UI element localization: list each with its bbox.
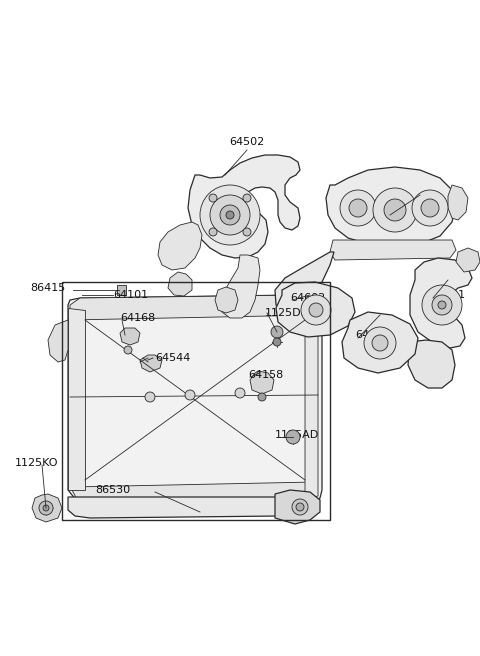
Polygon shape — [68, 295, 322, 510]
Circle shape — [422, 285, 462, 325]
Circle shape — [301, 295, 331, 325]
Circle shape — [243, 228, 251, 236]
Circle shape — [292, 499, 308, 515]
Circle shape — [286, 430, 300, 444]
Circle shape — [185, 390, 195, 400]
Circle shape — [209, 228, 217, 236]
Polygon shape — [456, 248, 480, 272]
Circle shape — [145, 392, 155, 402]
Text: 64602: 64602 — [290, 293, 325, 303]
Text: 64601: 64601 — [355, 330, 390, 340]
Polygon shape — [250, 371, 274, 394]
Text: 86415: 86415 — [30, 283, 65, 293]
Text: 86530: 86530 — [95, 485, 130, 495]
Circle shape — [235, 388, 245, 398]
Polygon shape — [68, 497, 290, 518]
Circle shape — [438, 301, 446, 309]
Polygon shape — [158, 222, 202, 270]
Polygon shape — [70, 295, 318, 320]
Polygon shape — [188, 155, 300, 258]
Polygon shape — [215, 287, 238, 313]
Text: 64168: 64168 — [120, 313, 155, 323]
Polygon shape — [342, 312, 418, 373]
Circle shape — [349, 199, 367, 217]
Polygon shape — [276, 282, 355, 337]
Circle shape — [296, 503, 304, 511]
Circle shape — [340, 190, 376, 226]
Circle shape — [432, 295, 452, 315]
Circle shape — [124, 346, 132, 354]
Polygon shape — [68, 308, 85, 490]
Polygon shape — [72, 482, 315, 505]
Bar — [62, 282, 330, 520]
Polygon shape — [117, 285, 126, 295]
Text: 1125AD: 1125AD — [275, 430, 319, 440]
Circle shape — [209, 194, 217, 202]
Text: 64544: 64544 — [155, 353, 191, 363]
Polygon shape — [140, 355, 162, 372]
Text: 64101: 64101 — [113, 290, 148, 300]
Circle shape — [243, 194, 251, 202]
Polygon shape — [448, 185, 468, 220]
Polygon shape — [220, 255, 260, 318]
Polygon shape — [330, 240, 456, 260]
Circle shape — [210, 195, 250, 235]
Circle shape — [412, 190, 448, 226]
Polygon shape — [305, 298, 318, 500]
Circle shape — [271, 326, 283, 338]
Circle shape — [309, 303, 323, 317]
Circle shape — [258, 393, 266, 401]
Circle shape — [220, 205, 240, 225]
Circle shape — [373, 188, 417, 232]
Text: 64300: 64300 — [382, 205, 417, 215]
Text: 1125DB: 1125DB — [265, 308, 309, 318]
Circle shape — [364, 327, 396, 359]
Polygon shape — [48, 320, 68, 362]
Polygon shape — [275, 252, 334, 310]
Circle shape — [273, 338, 281, 346]
Polygon shape — [168, 272, 192, 296]
Circle shape — [43, 505, 49, 511]
Polygon shape — [408, 340, 455, 388]
Circle shape — [372, 335, 388, 351]
Text: 64502: 64502 — [229, 137, 264, 147]
Polygon shape — [410, 258, 472, 348]
Text: 64501: 64501 — [430, 290, 465, 300]
Circle shape — [200, 185, 260, 245]
Polygon shape — [326, 167, 456, 247]
Circle shape — [226, 211, 234, 219]
Text: 1125KO: 1125KO — [15, 458, 59, 468]
Text: 64158: 64158 — [248, 370, 283, 380]
Polygon shape — [32, 494, 62, 522]
Circle shape — [421, 199, 439, 217]
Polygon shape — [120, 328, 140, 345]
Polygon shape — [275, 490, 320, 524]
Circle shape — [384, 199, 406, 221]
Circle shape — [39, 501, 53, 515]
